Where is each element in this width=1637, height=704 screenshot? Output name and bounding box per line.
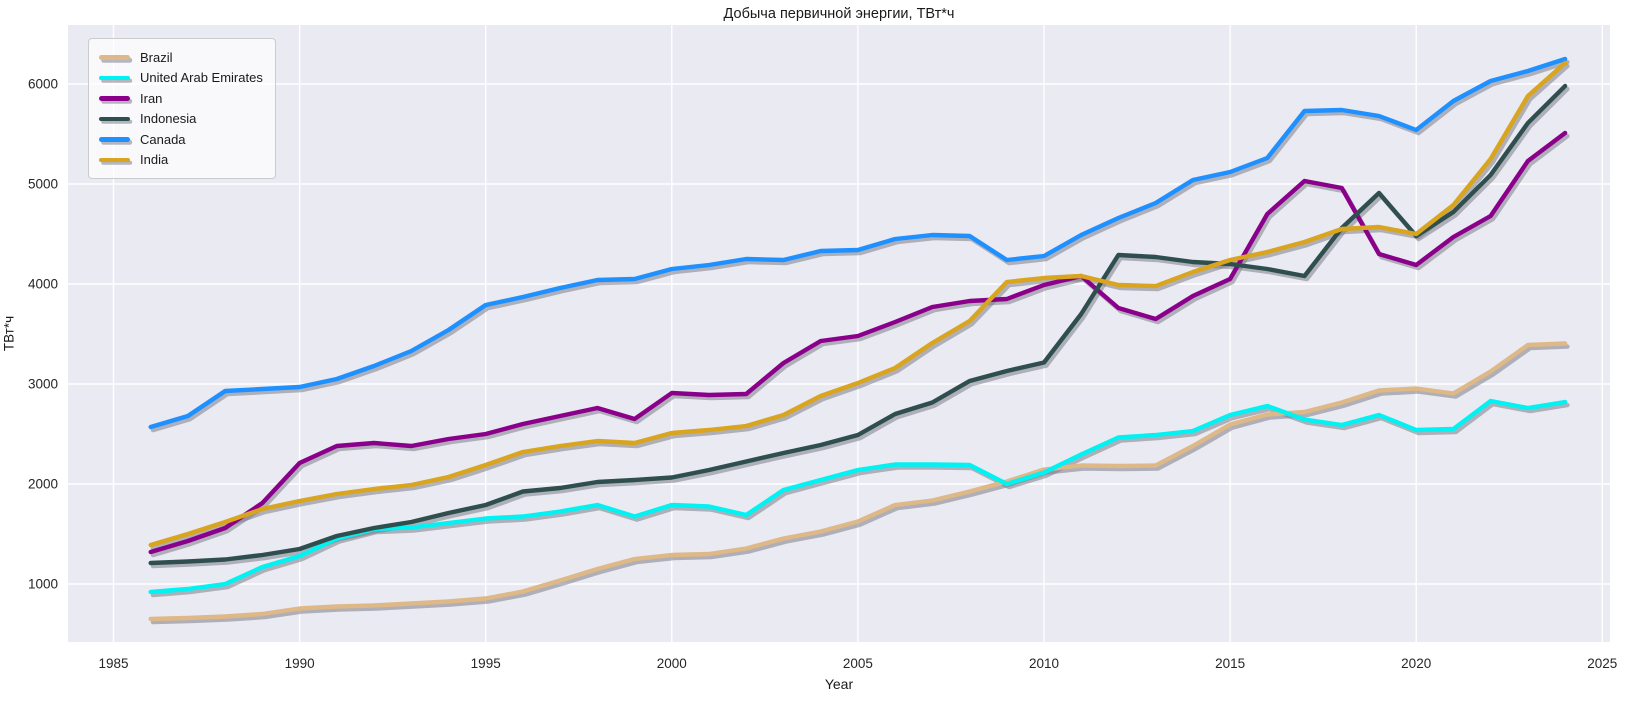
x-axis-label: Year [824, 676, 854, 692]
legend: Brazil United Arab Emirates Iran Indonesia C… [88, 38, 276, 179]
legend-swatch-united-arab-emirates [99, 75, 130, 80]
y-tick-label: 5000 [28, 177, 58, 192]
y-tick-labels: 1000 2000 3000 4000 5000 6000 [28, 77, 58, 592]
y-axis-label: ТВт*ч [1, 315, 17, 352]
chart-title: Добыча первичной энергии, ТВт*ч [723, 6, 955, 22]
x-tick-label: 2015 [1215, 656, 1245, 671]
y-tick-label: 1000 [28, 577, 58, 592]
x-tick-label: 1985 [98, 656, 128, 671]
series-line-indonesia [148, 83, 1568, 566]
series-line-india [148, 60, 1568, 548]
legend-label: Indonesia [140, 111, 197, 127]
x-tick-label: 2025 [1587, 656, 1617, 671]
series-lines [148, 56, 1568, 622]
series-line-united-arab-emirates [148, 398, 1568, 595]
legend-label: Iran [140, 90, 163, 106]
legend-item-canada: Canada [99, 129, 263, 150]
series-shadow-india [150, 63, 1570, 551]
x-tick-labels: 1985 1990 1995 2000 2005 2010 2015 2020 2025 [98, 656, 1617, 671]
series-shadow-iran [150, 133, 1570, 558]
legend-item-united-arab-emirates: United Arab Emirates [99, 68, 263, 89]
legend-swatch-india [99, 157, 130, 162]
y-tick-label: 6000 [28, 77, 58, 92]
y-tick-label: 4000 [28, 277, 58, 292]
x-tick-label: 2010 [1029, 656, 1059, 671]
legend-swatch-canada [99, 137, 130, 142]
series-line-iran [148, 130, 1568, 555]
legend-item-indonesia: Indonesia [99, 109, 263, 130]
legend-label: India [140, 152, 169, 168]
legend-label: Canada [140, 131, 186, 147]
series-shadow-united-arab-emirates [150, 401, 1570, 598]
legend-label: United Arab Emirates [140, 70, 263, 86]
legend-item-brazil: Brazil [99, 47, 263, 68]
legend-item-india: India [99, 150, 263, 171]
series-line-canada [148, 56, 1568, 430]
x-tick-label: 1990 [285, 656, 315, 671]
legend-swatch-iran [99, 96, 130, 101]
legend-item-iran: Iran [99, 88, 263, 109]
series-shadow-canada [150, 59, 1570, 433]
legend-label: Brazil [140, 49, 173, 65]
y-tick-label: 3000 [28, 377, 58, 392]
x-tick-label: 2005 [843, 656, 873, 671]
x-tick-label: 1995 [471, 656, 501, 671]
series-line-brazil [148, 341, 1568, 622]
x-tick-label: 2000 [657, 656, 687, 671]
y-tick-label: 2000 [28, 477, 58, 492]
series-shadow-brazil [150, 344, 1570, 625]
legend-swatch-brazil [99, 55, 130, 60]
legend-swatch-indonesia [99, 116, 130, 121]
x-tick-label: 2020 [1401, 656, 1431, 671]
